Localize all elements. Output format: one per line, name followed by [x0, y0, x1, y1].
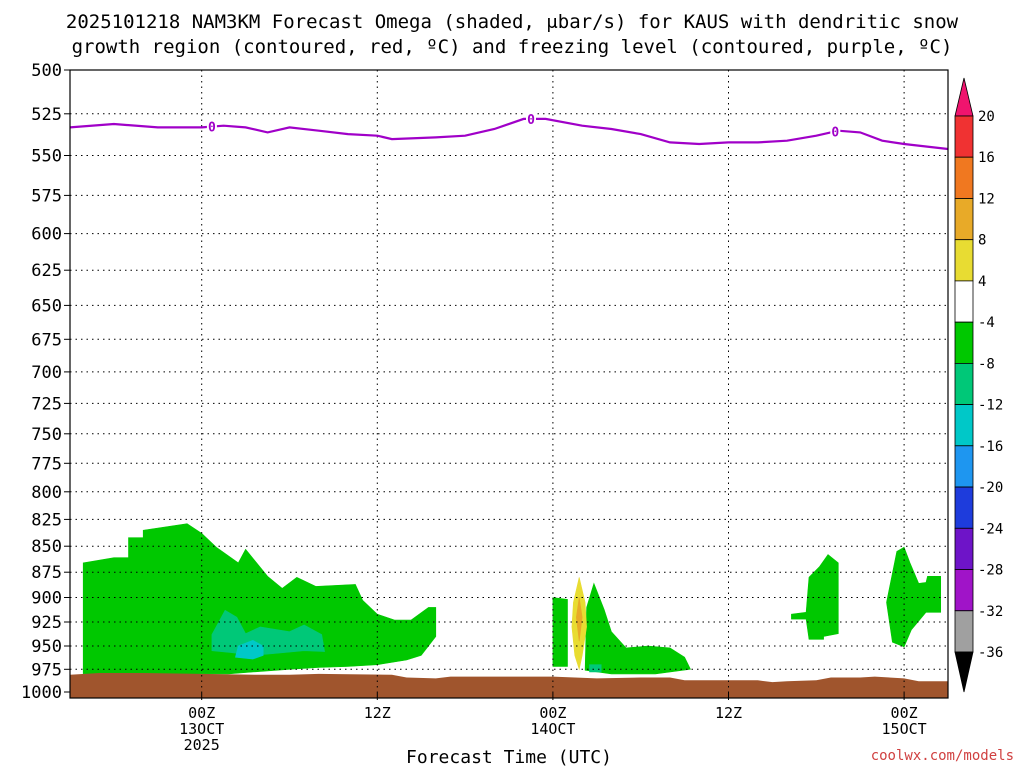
omega-region-1 [82, 523, 437, 677]
y-tick-label-575: 575 [31, 186, 62, 206]
colorbar-swatch-6 [954, 321, 974, 364]
colorbar-label-4: 8 [978, 233, 986, 249]
colorbar-swatch-11 [954, 527, 974, 570]
y-tick-label-650: 650 [31, 296, 62, 316]
y-tick-label-550: 550 [31, 147, 62, 167]
omega-region-10 [886, 546, 941, 648]
colorbar: 20 16 12 8 4 -4 -8 -12 -16 -20 -24 -28 -32 -36 [954, 77, 1003, 693]
colorbar-label-5: 4 [978, 274, 986, 290]
colorbar-top-arrow [954, 77, 974, 117]
y-tick-label-675: 675 [31, 330, 62, 350]
x-tick-label-48-1: 00Z [891, 704, 918, 722]
colorbar-label-10: -20 [978, 480, 1003, 496]
y-tick-label-525: 525 [31, 105, 62, 125]
colorbar-swatch-13 [954, 610, 974, 653]
y-tick-label-800: 800 [31, 483, 62, 503]
chart-title-line-1: 2025101218 NAM3KM Forecast Omega (shaded… [66, 11, 959, 33]
x-tick-label-36-1: 12Z [715, 704, 742, 722]
y-tick-label-925: 925 [31, 613, 62, 633]
x-tick-label-0-3: 2025 [184, 736, 220, 754]
grid-lines [70, 70, 948, 692]
freezing-level-label-bg-3 [830, 124, 841, 138]
freezing-level-labels: 0 0 0 [206, 111, 841, 140]
colorbar-label-12: -28 [978, 563, 1003, 579]
plot-area: 0 0 0 [69, 69, 949, 699]
colorbar-swatch-1 [954, 115, 974, 158]
colorbar-swatch-12 [954, 569, 974, 612]
freezing-level-label-2: 0 [527, 113, 535, 128]
x-tick-label-12-1: 12Z [364, 704, 391, 722]
freezing-level-label-1: 0 [208, 121, 216, 136]
freezing-level-label-bg-1 [206, 119, 217, 133]
colorbar-label-7: -8 [978, 356, 995, 372]
y-tick-label-825: 825 [31, 510, 62, 530]
plot-frame [69, 69, 949, 699]
x-tick-label-0-2: 13OCT [179, 720, 224, 738]
x-tick-label-48-2: 15OCT [882, 720, 927, 738]
colorbar-label-11: -24 [978, 521, 1003, 537]
x-tick-label-24-1: 00Z [539, 704, 566, 722]
y-tick-label-600: 600 [31, 225, 62, 245]
y-tick-label-1000: 1000 [21, 683, 62, 703]
colorbar-swatch-8 [954, 404, 974, 447]
colorbar-swatch-9 [954, 445, 974, 488]
y-tick-label-775: 775 [31, 454, 62, 474]
freezing-level-label-bg-2 [526, 111, 536, 125]
omega-region-9 [791, 554, 839, 640]
colorbar-swatch-5 [954, 280, 974, 323]
x-tick-label-0-1: 00Z [188, 704, 215, 722]
y-tick-label-500: 500 [31, 61, 62, 81]
y-tick-label-850: 850 [31, 537, 62, 557]
colorbar-bottom-arrow [954, 651, 974, 693]
colorbar-label-6: -4 [978, 315, 995, 331]
y-tick-label-900: 900 [31, 589, 62, 609]
colorbar-swatch-7 [954, 362, 974, 405]
omega-region-6 [589, 664, 602, 673]
y-axis: 500 525 550 575 600 625 650 675 700 725 750 775 800 8… [21, 61, 70, 703]
omega-shading [82, 523, 941, 677]
colorbar-label-9: -16 [978, 439, 1003, 455]
chart-title-line-2: growth region (contoured, red, ºC) and f… [72, 36, 953, 58]
colorbar-label-13: -32 [978, 604, 1003, 620]
x-axis-label: Forecast Time (UTC) [406, 747, 612, 768]
y-tick-label-975: 975 [31, 660, 62, 680]
colorbar-label-1: 20 [978, 109, 995, 125]
omega-region-5 [584, 582, 691, 675]
y-tick-label-950: 950 [31, 637, 62, 657]
colorbar-label-14: -36 [978, 645, 1003, 661]
omega-region-8 [575, 597, 583, 642]
y-tick-label-750: 750 [31, 425, 62, 445]
freezing-level-line [69, 117, 949, 151]
colorbar-swatch-10 [954, 486, 974, 529]
colorbar-label-3: 12 [978, 192, 995, 208]
y-tick-label-700: 700 [31, 363, 62, 383]
freezing-level-label-3: 0 [831, 125, 839, 140]
x-tick-label-24-2: 14OCT [530, 720, 575, 738]
omega-region-4 [552, 597, 568, 667]
colorbar-swatch-2 [954, 156, 974, 199]
credit-text: coolwx.com/models [871, 748, 1014, 764]
colorbar-label-8: -12 [978, 398, 1003, 414]
y-tick-label-875: 875 [31, 563, 62, 583]
colorbar-swatch-4 [954, 239, 974, 282]
y-tick-label-625: 625 [31, 261, 62, 281]
y-tick-label-725: 725 [31, 394, 62, 414]
colorbar-swatch-3 [954, 198, 974, 241]
colorbar-label-2: 16 [978, 150, 995, 166]
